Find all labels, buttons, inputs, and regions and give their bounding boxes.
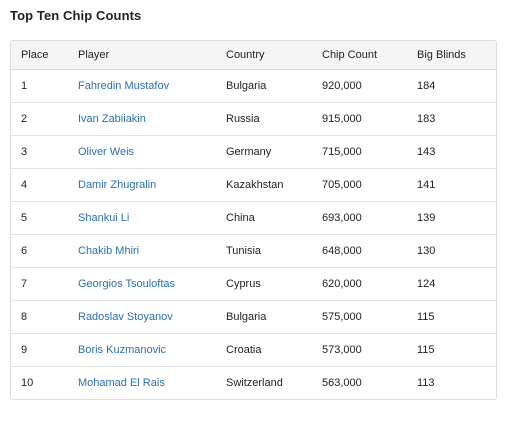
place-cell: 5 — [21, 211, 28, 224]
big-blinds-cell: 130 — [417, 244, 436, 257]
player-cell: Fahredin Mustafov — [68, 69, 216, 102]
big-blinds-cell: 113 — [417, 376, 435, 389]
header-big-blinds: Big Blinds — [407, 41, 496, 70]
country-cell: Bulgaria — [226, 79, 267, 92]
chip-counts-table: Place Player Country Chip Count Big Blin… — [11, 41, 496, 399]
player-link[interactable]: Damir Zhugralin — [78, 178, 157, 191]
country-cell: Cyprus — [226, 277, 261, 290]
chip-count-cell: 693,000 — [322, 211, 362, 224]
player-link[interactable]: Ivan Zabiiakin — [78, 112, 146, 125]
country-cell: Tunisia — [226, 244, 262, 257]
big-blinds-cell: 141 — [417, 178, 436, 191]
header-player: Player — [68, 41, 216, 70]
player-link[interactable]: Radoslav Stoyanov — [78, 310, 173, 323]
place-cell: 10 — [21, 376, 34, 389]
table-row: 3 Oliver Weis Germany 715,000 143 — [11, 135, 496, 168]
country-cell: Germany — [226, 145, 272, 158]
table-row: 1 Fahredin Mustafov Bulgaria 920,000 184 — [11, 69, 496, 102]
table-row: 4 Damir Zhugralin Kazakhstan 705,000 141 — [11, 168, 496, 201]
chip-count-cell: 648,000 — [322, 244, 362, 257]
player-link[interactable]: Chakib Mhiri — [78, 244, 140, 257]
player-link[interactable]: Mohamad El Rais — [78, 376, 165, 389]
big-blinds-cell: 115 — [417, 310, 435, 323]
big-blinds-cell: 139 — [417, 211, 436, 224]
place-cell: 2 — [21, 112, 28, 125]
player-link[interactable]: Boris Kuzmanovic — [78, 343, 167, 356]
country-cell: Croatia — [226, 343, 262, 356]
player-cell: Georgios Tsouloftas — [68, 267, 216, 300]
header-country: Country — [216, 41, 312, 70]
table-body: 1 Fahredin Mustafov Bulgaria 920,000 184… — [11, 69, 496, 399]
player-link[interactable]: Georgios Tsouloftas — [78, 277, 176, 290]
player-cell: Chakib Mhiri — [68, 234, 216, 267]
player-cell: Radoslav Stoyanov — [68, 300, 216, 333]
big-blinds-cell: 124 — [417, 277, 436, 290]
player-link[interactable]: Oliver Weis — [78, 145, 135, 158]
chip-count-cell: 575,000 — [322, 310, 362, 323]
place-cell: 6 — [21, 244, 28, 257]
place-cell: 9 — [21, 343, 28, 356]
header-row: Place Player Country Chip Count Big Blin… — [11, 41, 496, 70]
player-cell: Mohamad El Rais — [68, 366, 216, 399]
chip-counts-table-container: Place Player Country Chip Count Big Blin… — [10, 40, 497, 400]
place-cell: 8 — [21, 310, 28, 323]
country-cell: Kazakhstan — [226, 178, 284, 191]
country-cell: Russia — [226, 112, 260, 125]
chip-count-cell: 573,000 — [322, 343, 362, 356]
table-row: 7 Georgios Tsouloftas Cyprus 620,000 124 — [11, 267, 496, 300]
big-blinds-cell: 143 — [417, 145, 436, 158]
player-cell: Boris Kuzmanovic — [68, 333, 216, 366]
player-cell: Damir Zhugralin — [68, 168, 216, 201]
table-header: Place Player Country Chip Count Big Blin… — [11, 41, 496, 70]
table-row: 10 Mohamad El Rais Switzerland 563,000 1… — [11, 366, 496, 399]
place-cell: 7 — [21, 277, 28, 290]
table-row: 6 Chakib Mhiri Tunisia 648,000 130 — [11, 234, 496, 267]
place-cell: 4 — [21, 178, 28, 191]
chip-count-cell: 620,000 — [322, 277, 362, 290]
country-cell: China — [226, 211, 255, 224]
header-place: Place — [11, 41, 68, 70]
chip-count-cell: 715,000 — [322, 145, 362, 158]
place-cell: 3 — [21, 145, 28, 158]
place-cell: 1 — [21, 79, 28, 92]
header-chip-count: Chip Count — [312, 41, 407, 70]
player-link[interactable]: Fahredin Mustafov — [78, 79, 170, 92]
chip-count-cell: 563,000 — [322, 376, 362, 389]
page-title: Top Ten Chip Counts — [10, 8, 142, 23]
country-cell: Bulgaria — [226, 310, 267, 323]
big-blinds-cell: 183 — [417, 112, 436, 125]
big-blinds-cell: 184 — [417, 79, 436, 92]
player-cell: Shankui Li — [68, 201, 216, 234]
player-cell: Ivan Zabiiakin — [68, 102, 216, 135]
big-blinds-cell: 115 — [417, 343, 435, 356]
player-link[interactable]: Shankui Li — [78, 211, 130, 224]
chip-count-cell: 705,000 — [322, 178, 362, 191]
table-row: 2 Ivan Zabiiakin Russia 915,000 183 — [11, 102, 496, 135]
player-cell: Oliver Weis — [68, 135, 216, 168]
table-row: 5 Shankui Li China 693,000 139 — [11, 201, 496, 234]
table-row: 9 Boris Kuzmanovic Croatia 573,000 115 — [11, 333, 496, 366]
table-row: 8 Radoslav Stoyanov Bulgaria 575,000 115 — [11, 300, 496, 333]
country-cell: Switzerland — [226, 376, 283, 389]
chip-count-cell: 920,000 — [322, 79, 362, 92]
chip-count-cell: 915,000 — [322, 112, 362, 125]
